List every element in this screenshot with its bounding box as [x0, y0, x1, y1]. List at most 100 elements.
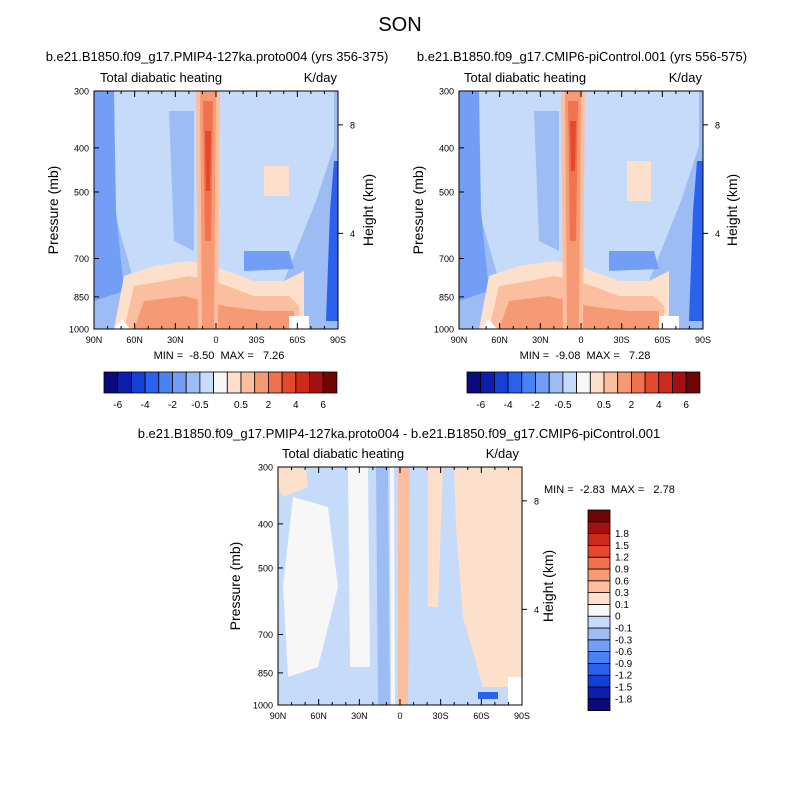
x-tick-label: 30N	[167, 335, 184, 345]
colorbar-swatch	[587, 674, 611, 688]
colorbar-swatch	[213, 371, 228, 394]
colorbar-swatch	[587, 568, 611, 582]
x-tick-label: 90S	[514, 711, 530, 721]
colorbar-swatch	[589, 371, 605, 394]
colorbar-swatch	[587, 556, 611, 570]
field-region	[481, 319, 497, 329]
colorbar-swatch	[587, 639, 611, 653]
field-region	[289, 316, 309, 329]
colorbar-label: -0.5	[554, 400, 572, 411]
colorbar-swatch	[562, 371, 578, 394]
colorbar-swatch	[466, 371, 482, 394]
field-region	[94, 91, 124, 301]
colorbar-swatch	[630, 371, 646, 394]
colorbar-swatch	[587, 662, 611, 676]
panel-2: b.e21.B1850.f09_g17.CMIP6-piControl.001 …	[410, 49, 747, 411]
colorbar-label: -0.9	[615, 659, 633, 670]
field-region	[398, 467, 410, 705]
colorbar-swatch	[658, 371, 673, 394]
y-tick-label: 400	[74, 143, 89, 153]
field-region	[326, 161, 338, 321]
x-tick-label: 90N	[270, 711, 287, 721]
x-tick-label: 60N	[491, 335, 508, 345]
y-axis-title: Pressure (mb)	[227, 542, 243, 631]
panel-2-plot: 300 400 500 700 850 1000 8 4 90N 60N 30N 0 30S 60S 90S	[434, 87, 720, 346]
colorbar-swatch	[587, 533, 611, 546]
colorbar-label: 0.3	[615, 588, 629, 599]
field-region	[114, 319, 130, 329]
field-region	[534, 111, 559, 251]
colorbar-swatch	[587, 627, 611, 641]
colorbar-label: -0.3	[615, 635, 633, 646]
colorbar-swatch	[617, 371, 632, 394]
y-right-tick-label: 8	[350, 120, 355, 130]
x-tick-label: 90N	[86, 335, 103, 345]
colorbar-swatch	[587, 686, 611, 700]
colorbar-swatch	[103, 371, 119, 394]
panel-2-units: K/day	[669, 70, 703, 85]
y-tick-label: 850	[258, 668, 273, 678]
colorbar-label: -6	[113, 400, 122, 411]
y-axis-right-title: Height (km)	[724, 174, 740, 246]
y-tick-label: 700	[74, 254, 89, 264]
panel-3: b.e21.B1850.f09_g17.PMIP4-127ka.proto004…	[138, 426, 675, 721]
x-tick-label: 90N	[451, 335, 468, 345]
x-tick-label: 30S	[433, 711, 449, 721]
colorbar-swatch	[240, 371, 256, 394]
colorbar-swatch	[185, 371, 201, 394]
min-max-stats: MIN = -8.50 MAX = 7.26	[154, 350, 285, 362]
panel-2-title: b.e21.B1850.f09_g17.CMIP6-piControl.001 …	[417, 49, 747, 64]
y-axis-title: Pressure (mb)	[410, 166, 426, 255]
axes: 300 400 500 700 850 1000 8 4 90N 60N 30N 0 30S 60S 90S	[253, 463, 539, 722]
field-region	[244, 251, 294, 271]
y-tick-label: 850	[74, 292, 89, 302]
colorbar-swatch	[587, 604, 611, 617]
figure-title: SON	[378, 14, 421, 36]
y-tick-label: 500	[439, 187, 454, 197]
field-region	[659, 316, 679, 329]
colorbar-swatch	[644, 371, 660, 394]
field-region	[376, 467, 390, 705]
colorbar-swatch	[158, 371, 173, 394]
field-region	[278, 467, 308, 497]
colorbar-swatch	[172, 371, 187, 394]
panel-1-left-label: Total diabatic heating	[100, 70, 222, 85]
colorbar-label: 6	[320, 400, 326, 411]
colorbar-swatch	[309, 371, 324, 394]
panel-1: b.e21.B1850.f09_g17.PMIP4-127ka.proto004…	[45, 49, 388, 411]
axes: 300 400 500 700 850 1000 8 4 90N 60N 30N 0 30S 60S 90S	[434, 87, 720, 346]
colorbar-label: 0.5	[597, 400, 611, 411]
colorbar-label: -4	[141, 400, 150, 411]
y-tick-label: 400	[439, 143, 454, 153]
colorbar-swatch	[254, 371, 269, 394]
colorbar-swatch	[295, 371, 310, 394]
y-axis-right-title: Height (km)	[360, 174, 376, 246]
y-right-tick-label: 4	[715, 229, 720, 239]
colorbar-label: -0.5	[191, 400, 209, 411]
colorbar: -6 -4 -2 -0.5 0.5 2 4 6	[466, 371, 701, 411]
field-region	[205, 131, 211, 191]
panel-3-units: K/day	[486, 446, 520, 461]
colorbar-swatch	[535, 371, 550, 394]
colorbar-swatch	[685, 371, 701, 394]
y-tick-label: 700	[258, 630, 273, 640]
colorbar: -1.8-1.5-1.2-0.9-0.6-0.3-0.100.10.30.60.…	[587, 509, 633, 712]
panel-1-units: K/day	[304, 70, 338, 85]
colorbar-swatch	[521, 371, 536, 394]
y-tick-label: 300	[439, 87, 454, 97]
colorbar-label: 0	[615, 612, 621, 623]
y-tick-label: 500	[258, 563, 273, 573]
x-tick-label: 60S	[289, 335, 305, 345]
colorbar-label: 2	[266, 400, 272, 411]
panel-3-plot: 300 400 500 700 850 1000 8 4 90N 60N 30N 0 30S 60S 90S	[253, 463, 539, 722]
y-tick-label: 300	[258, 463, 273, 473]
field-region	[244, 111, 276, 256]
colorbar-label: -1.8	[615, 694, 633, 705]
panel-1-plot: 300 400 500 700 850 1000 8 4 90N 60N 30N 0 30S 60S 90S	[69, 87, 355, 346]
x-tick-label: 30S	[614, 335, 630, 345]
colorbar-swatch	[672, 371, 687, 394]
colorbar-swatch	[281, 371, 297, 394]
colorbar-label: 6	[683, 400, 689, 411]
y-axis-title: Pressure (mb)	[45, 166, 61, 255]
y-right-tick-label: 4	[350, 229, 355, 239]
